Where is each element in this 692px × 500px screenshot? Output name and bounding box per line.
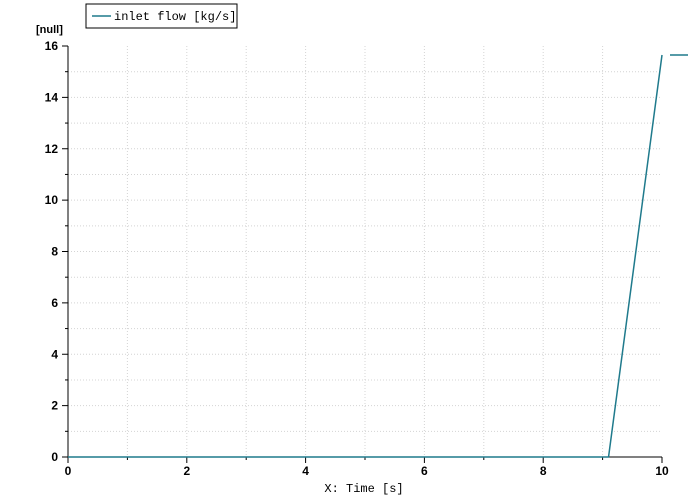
series-line: [68, 54, 663, 458]
y-tick-label: 0: [51, 450, 58, 464]
grid: [68, 46, 662, 457]
series-lines: [68, 54, 663, 458]
y-tick-label: 12: [45, 142, 59, 156]
x-tick-labels: 0 2 4 6 8 10: [65, 464, 669, 478]
legend-box: [85, 3, 238, 29]
x-tick-label: 4: [302, 464, 309, 478]
x-tick-label: 6: [421, 464, 428, 478]
x-axis-label: X: Time [s]: [324, 482, 403, 496]
x-tick-label: 8: [540, 464, 547, 478]
y-tick-label: 2: [51, 399, 58, 413]
x-tick-label: 2: [183, 464, 190, 478]
x-tick-label: 10: [655, 464, 669, 478]
y-tick-label: 10: [45, 193, 59, 207]
y-axis-unit-label: [null]: [36, 24, 63, 36]
axes: [62, 45, 663, 463]
y-tick-label: 16: [45, 39, 59, 53]
y-tick-label: 6: [51, 296, 58, 310]
legend-label: inlet flow [kg/s]: [114, 10, 236, 24]
y-tick-labels: 0 2 4 6 8 10 12 14 16: [45, 39, 59, 464]
legend[interactable]: inlet flow [kg/s]: [85, 3, 238, 29]
y-tick-label: 14: [45, 90, 59, 104]
x-tick-label: 0: [65, 464, 72, 478]
y-tick-label: 4: [51, 347, 58, 361]
y-tick-label: 8: [51, 245, 58, 259]
